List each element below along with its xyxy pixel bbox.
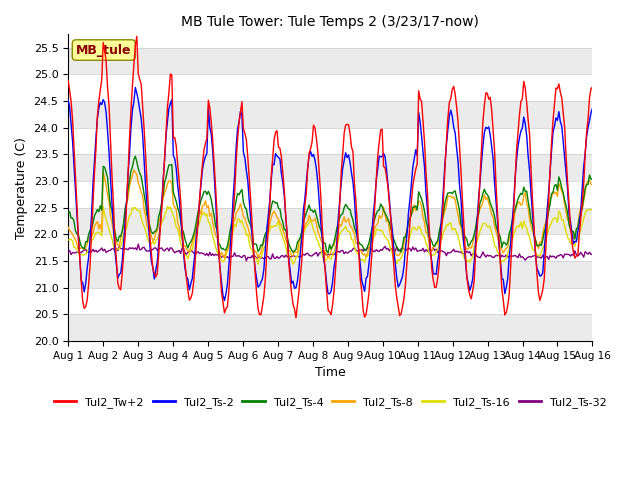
Bar (68, 208, 593, 234)
Title: MB Tule Tower: Tule Temps 2 (3/23/17-now): MB Tule Tower: Tule Temps 2 (3/23/17-now… (181, 15, 479, 29)
Bar (68, 48, 593, 74)
Bar (68, 101, 593, 128)
Text: MB_tule: MB_tule (76, 44, 131, 57)
X-axis label: Time: Time (315, 366, 346, 379)
Bar (68, 261, 593, 288)
Bar (68, 314, 593, 341)
Bar (68, 155, 593, 181)
Y-axis label: Temperature (C): Temperature (C) (15, 137, 28, 239)
Legend: Tul2_Tw+2, Tul2_Ts-2, Tul2_Ts-4, Tul2_Ts-8, Tul2_Ts-16, Tul2_Ts-32: Tul2_Tw+2, Tul2_Ts-2, Tul2_Ts-4, Tul2_Ts… (50, 393, 611, 412)
